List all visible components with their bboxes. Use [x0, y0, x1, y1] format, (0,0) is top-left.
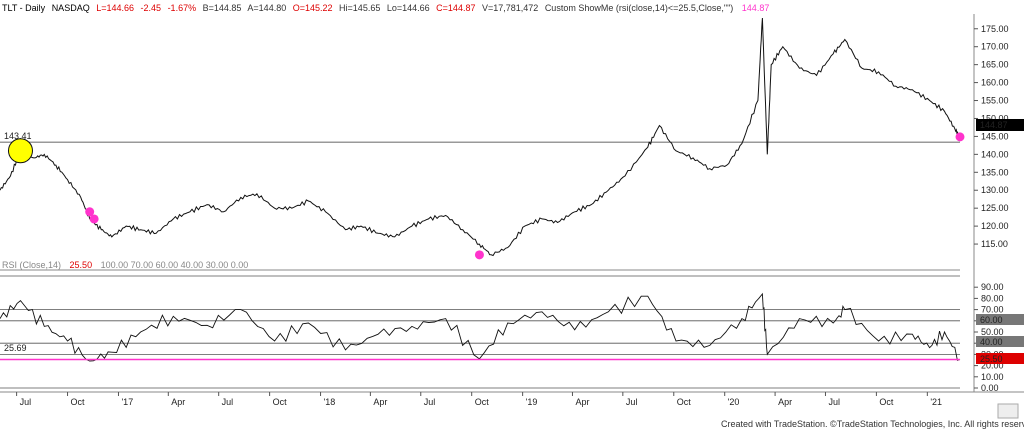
rsi-left-value-label: 25.69 [4, 343, 27, 353]
x-tick-label: Apr [778, 397, 792, 407]
rsi-y-tick-label: 50.00 [981, 327, 1004, 337]
price-y-tick-label: 145.00 [981, 131, 1009, 141]
price-series-line [0, 17, 961, 257]
rsi-badge-60-text: 60.00 [980, 315, 1003, 325]
price-y-tick-label: 140.00 [981, 149, 1009, 159]
rsi-badge-40-text: 40.00 [980, 337, 1003, 347]
price-y-tick-label: 130.00 [981, 185, 1009, 195]
last-price-badge-text: 144.87 [980, 120, 1008, 130]
header-line: TLT - Daily NASDAQ L=144.66 -2.45 -1.67%… [2, 3, 769, 13]
last-price-badge [976, 119, 1024, 131]
rsi-header: RSI (Close,14) 25.50 100.00 70.00 60.00 … [2, 260, 248, 270]
x-tick-label: Oct [71, 397, 86, 407]
highlight-circle [7, 138, 33, 164]
rsi-y-tick-label: 10.00 [981, 372, 1004, 382]
footer-credit: Created with TradeStation. ©TradeStation… [721, 419, 1024, 429]
price-y-ticks: 175.00 170.00 165.00 160.00 155.00 150.00 145.… [974, 24, 1009, 249]
price-y-tick-label: 115.00 [981, 239, 1008, 249]
signal-dot [474, 250, 484, 260]
rsi-y-tick-label: 20.00 [981, 361, 1004, 371]
header-change-pct: -1.67% [168, 3, 197, 13]
x-tick-label: Oct [677, 397, 692, 407]
rsi-badge-current [976, 353, 1024, 364]
price-y-tick-label: 135.00 [981, 167, 1009, 177]
header-close: C=144.87 [436, 3, 475, 13]
rsi-y-tick-label: 90.00 [981, 282, 1004, 292]
signal-dot [85, 207, 95, 217]
header-symbol: TLT - Daily [2, 3, 46, 13]
x-tick-label: Jul [828, 397, 840, 407]
header-ask: A=144.80 [247, 3, 286, 13]
price-y-tick-label: 165.00 [981, 60, 1009, 70]
header-change: -2.45 [141, 3, 162, 13]
header-custom: Custom ShowMe (rsi(close,14)<=25.5,Close… [545, 3, 733, 13]
header-custom-value: 144.87 [742, 3, 770, 13]
rsi-y-tick-label: 80.00 [981, 293, 1004, 303]
signal-dot [89, 214, 99, 224]
x-axis-labels: Jul Oct '17 Apr Jul Oct '18 Apr Jul Oct '19 Apr Jul O… [16, 392, 942, 407]
x-tick-label: Jul [222, 397, 234, 407]
x-tick-label: '18 [324, 397, 336, 407]
price-y-tick-label: 120.00 [981, 221, 1009, 231]
header-volume: V=17,781,472 [482, 3, 538, 13]
price-y-tick-label: 155.00 [981, 96, 1009, 106]
x-tick-label: Apr [575, 397, 589, 407]
header-exchange: NASDAQ [52, 3, 90, 13]
x-tick-label: Apr [171, 397, 185, 407]
x-tick-label: Oct [475, 397, 490, 407]
x-tick-label: Apr [373, 397, 387, 407]
chart-scroll-handle[interactable] [997, 403, 1019, 419]
x-tick-label: '17 [121, 397, 133, 407]
rsi-title: RSI (Close,14) [2, 260, 61, 270]
signal-dots [85, 132, 965, 260]
price-y-tick-label: 150.00 [981, 113, 1009, 123]
rsi-y-tick-label: 70.00 [981, 305, 1004, 315]
rsi-y-tick-label: 0.00 [981, 383, 999, 393]
rsi-value: 25.50 [70, 260, 93, 270]
signal-dot [955, 132, 965, 142]
rsi-series-line [0, 292, 961, 362]
rsi-badge-60 [976, 314, 1024, 325]
price-y-tick-label: 160.00 [981, 78, 1009, 88]
x-tick-label: Oct [273, 397, 288, 407]
x-tick-label: Jul [626, 397, 638, 407]
header-high: Hi=145.65 [339, 3, 380, 13]
x-tick-label: Jul [424, 397, 436, 407]
rsi-badge-40 [976, 336, 1024, 347]
x-tick-label: Oct [879, 397, 894, 407]
header-last: L=144.66 [96, 3, 134, 13]
price-y-tick-label: 170.00 [981, 42, 1009, 52]
price-y-tick-label: 125.00 [981, 203, 1009, 213]
x-tick-label: '21 [930, 397, 942, 407]
header-bid: B=144.85 [203, 3, 242, 13]
x-tick-label: '19 [526, 397, 538, 407]
rsi-levels-text: 100.00 70.00 60.00 40.00 30.00 0.00 [101, 260, 249, 270]
price-level-label: 143.41 [4, 131, 32, 141]
header-low: Lo=144.66 [387, 3, 430, 13]
header-open: O=145.22 [293, 3, 333, 13]
price-y-tick-label: 175.00 [981, 24, 1009, 34]
x-tick-label: '20 [728, 397, 740, 407]
x-tick-label: Jul [20, 397, 32, 407]
rsi-badge-current-text: 25.50 [980, 354, 1003, 364]
